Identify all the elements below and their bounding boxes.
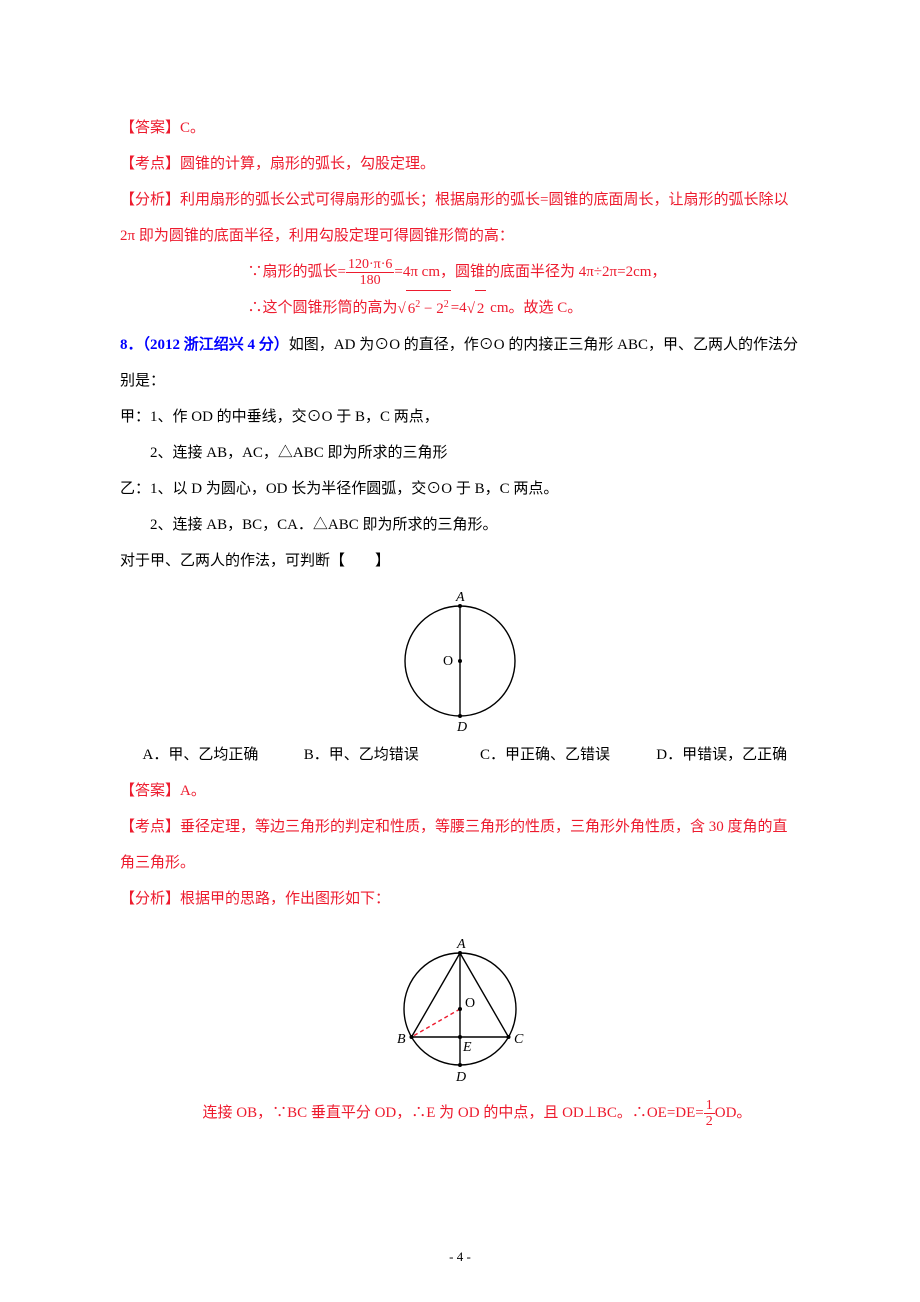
kaodian-8: 【考点】垂径定理，等边三角形的判定和性质，等腰三角形的性质，三角形外角性质，含 … (120, 809, 800, 881)
question-8: 8．（2012 浙江绍兴 4 分）如图，AD 为⊙O 的直径，作⊙O 的内接正三… (120, 327, 800, 399)
fenxi7-l3c: cm。故选 C。 (486, 300, 582, 316)
svg-text:D: D (456, 720, 467, 733)
answer8-label: 【答案】 (120, 783, 180, 799)
jia-label: 甲： (120, 409, 150, 425)
q8-judge: 对于甲、乙两人的作法，可判断【 】 (120, 543, 800, 579)
q8-options: A．甲、乙均正确 B．甲、乙均错误 C．甲正确、乙错误 D．甲错误，乙正确 (120, 737, 800, 773)
svg-text:O: O (443, 654, 453, 669)
q8-yi1: 乙：1、以 D 为圆心，OD 长为半径作圆弧，交⊙O 于 B，C 两点。 (120, 471, 800, 507)
fenxi8-t2a: 连接 OB，∵BC 垂直平分 OD，∴E 为 OD 的中点，且 OD⊥BC。∴O… (203, 1105, 704, 1121)
sqrt-2: √2 (467, 290, 487, 327)
svg-text:C: C (514, 1032, 524, 1047)
answer-8: 【答案】A。 (120, 773, 800, 809)
answer8-value: A。 (180, 783, 206, 799)
kaodian-label: 【考点】 (120, 156, 180, 172)
jia1-text: 1、作 OD 的中垂线，交⊙O 于 B，C 两点， (150, 409, 439, 425)
diagram-2: A O B C DE (375, 921, 545, 1091)
fenxi7-l2b: =4π cm，圆锥的底面半径为 4π÷2π=2cm， (394, 264, 666, 280)
page-number: - 4 - (0, 1241, 920, 1272)
fenxi7-text1: 利用扇形的弧长公式可得扇形的弧长；根据扇形的弧长=圆锥的底面周长，让扇形的弧长除… (120, 192, 788, 244)
yi-label: 乙： (120, 481, 150, 497)
fenxi8-line2: 连接 OB，∵BC 垂直平分 OD，∴E 为 OD 的中点，且 OD⊥BC。∴O… (120, 1095, 800, 1131)
fenxi8-label: 【分析】 (120, 891, 180, 907)
q8-source: （2012 浙江绍兴 4 分） (143, 337, 289, 353)
kaodian8-label: 【考点】 (120, 819, 180, 835)
diagram-1: A O D (385, 583, 535, 733)
optD: D．甲错误，乙正确 (656, 747, 787, 763)
fenxi8-frac: 12 (704, 1098, 715, 1130)
fenxi-8: 【分析】根据甲的思路，作出图形如下： (120, 881, 800, 917)
fenxi7-line2: ∵扇形的弧长=120·π·6180=4π cm，圆锥的底面半径为 4π÷2π=2… (120, 254, 800, 290)
fenxi7-l2a: ∵扇形的弧长= (248, 264, 346, 280)
fenxi-label: 【分析】 (120, 192, 180, 208)
kaodian8-text: 垂径定理，等边三角形的判定和性质，等腰三角形的性质，三角形外角性质，含 30 度… (120, 819, 788, 871)
svg-text:A: A (456, 937, 466, 952)
optB: B．甲、乙均错误 (304, 737, 477, 773)
answer-value: C。 (180, 120, 205, 136)
svg-text:A: A (455, 590, 465, 605)
q8-jia1: 甲：1、作 OD 的中垂线，交⊙O 于 B，C 两点， (120, 399, 800, 435)
fenxi7-frac: 120·π·6180 (346, 257, 394, 289)
optC: C．甲正确、乙错误 (480, 737, 653, 773)
answer-7: 【答案】C。 (120, 110, 800, 146)
svg-text:B: B (397, 1032, 406, 1047)
fenxi8-t2b: OD。 (715, 1105, 752, 1121)
answer-label: 【答案】 (120, 120, 180, 136)
yi1-text: 1、以 D 为圆心，OD 长为半径作圆弧，交⊙O 于 B，C 两点。 (150, 481, 558, 497)
svg-text:E: E (462, 1040, 472, 1055)
optA: A．甲、乙均正确 (143, 737, 301, 773)
q8-yi2: 2、连接 AB，BC，CA．△ABC 即为所求的三角形。 (150, 507, 800, 543)
q8-jia2: 2、连接 AB，AC，△ABC 即为所求的三角形 (150, 435, 800, 471)
svg-text:D: D (455, 1070, 466, 1085)
svg-text:O: O (465, 996, 475, 1011)
diagram-1-container: A O D (120, 583, 800, 733)
kaodian-text: 圆锥的计算，扇形的弧长，勾股定理。 (180, 156, 435, 172)
fenxi-7: 【分析】利用扇形的弧长公式可得扇形的弧长；根据扇形的弧长=圆锥的底面周长，让扇形… (120, 182, 800, 254)
q8-number: 8． (120, 337, 143, 353)
kaodian-7: 【考点】圆锥的计算，扇形的弧长，勾股定理。 (120, 146, 800, 182)
sqrt-1: √62 − 22 (398, 290, 451, 327)
fenxi7-l3b: =4 (451, 300, 467, 316)
diagram-2-container: A O B C DE (120, 921, 800, 1091)
fenxi8-text1: 根据甲的思路，作出图形如下： (180, 891, 390, 907)
fenxi7-line3: ∴这个圆锥形筒的高为√62 − 22=4√2 cm。故选 C。 (120, 290, 800, 327)
fenxi7-l3a: ∴这个圆锥形筒的高为 (248, 300, 398, 316)
